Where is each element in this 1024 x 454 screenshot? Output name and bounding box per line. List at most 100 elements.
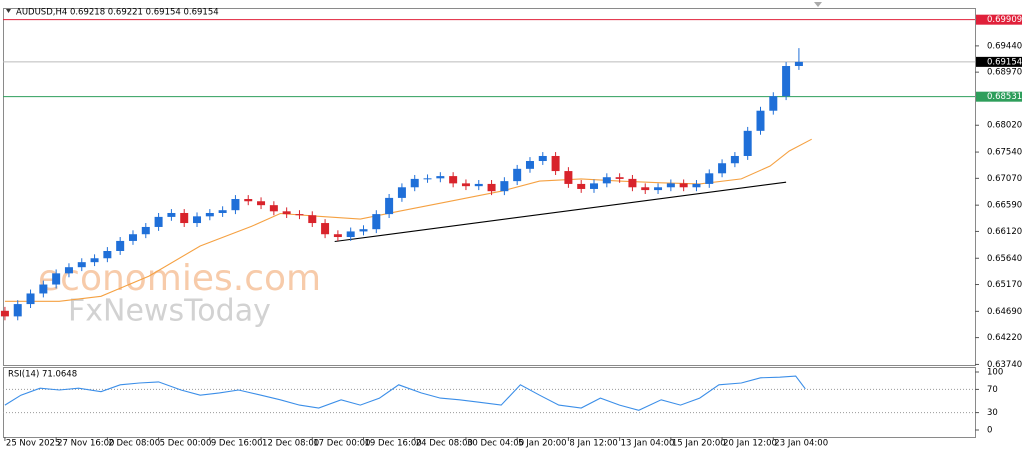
x-tick-label: 5 Jan 20:00 — [518, 439, 566, 449]
candle-body — [64, 267, 73, 274]
x-tick-label: 9 Dec 16:00 — [211, 439, 263, 449]
x-tick-label: 5 Dec 00:00 — [160, 439, 212, 449]
candle-body — [333, 234, 342, 238]
candle-body — [692, 183, 701, 188]
y-tick-label: 0.66120 — [987, 227, 1022, 237]
price-level-tag — [976, 14, 1022, 25]
rsi-title: RSI(14) 71.0648 — [8, 370, 77, 380]
candle-body — [782, 66, 791, 97]
candle-body — [769, 96, 778, 111]
candle-body — [26, 293, 35, 305]
candle-body — [39, 284, 48, 294]
candle-body — [346, 231, 355, 238]
y-tick-label: 0.63740 — [987, 360, 1022, 370]
candle-body — [0, 310, 9, 317]
x-tick-label: 19 Dec 16:00 — [364, 439, 421, 449]
candle-body — [103, 250, 112, 259]
candle-body — [90, 258, 99, 263]
candle-body — [372, 214, 381, 230]
candle-body — [794, 61, 803, 67]
y-tick-label: 0.68020 — [987, 121, 1022, 131]
candle-body — [564, 171, 573, 184]
candle-body — [718, 163, 727, 174]
rsi-panel-frame — [3, 367, 976, 438]
price-level-label: 0.68531 — [987, 92, 1022, 102]
candle-body — [116, 240, 125, 251]
x-tick-label: 8 Jan 12:00 — [569, 439, 617, 449]
candle-body — [193, 216, 202, 224]
candle-body — [385, 197, 394, 215]
candle-body — [231, 199, 240, 211]
y-tick-label: 0.65170 — [987, 280, 1022, 290]
y-tick-label: 70 — [987, 385, 998, 395]
candle-body — [410, 178, 419, 188]
candle-body — [436, 176, 445, 179]
candle-body — [641, 187, 650, 191]
x-tick-label: 25 Nov 2025 — [6, 439, 60, 449]
candle-body — [525, 161, 534, 169]
candle-body — [577, 183, 586, 189]
menu-arrow[interactable] — [6, 9, 11, 13]
candle-body — [654, 187, 663, 191]
moving-average — [4, 138, 812, 302]
x-tick-label: 15 Jan 20:00 — [672, 439, 726, 449]
y-tick-label: 0.67540 — [987, 148, 1022, 158]
candle-body — [449, 176, 458, 184]
candle-body — [269, 205, 278, 212]
candle-body — [167, 212, 176, 217]
candle-body — [295, 214, 304, 216]
y-tick-label: 0.64220 — [987, 333, 1022, 343]
candle-body — [500, 181, 509, 192]
candle-body — [615, 177, 624, 179]
candle-body — [679, 183, 688, 188]
candle-body — [756, 110, 765, 131]
trendline — [334, 181, 787, 243]
x-tick-label: 2 Dec 08:00 — [108, 439, 160, 449]
x-tick-label: 17 Dec 00:00 — [313, 439, 370, 449]
y-tick-label: 0.65640 — [987, 254, 1022, 264]
candle-body — [397, 187, 406, 198]
candle-body — [705, 173, 714, 184]
candle-body — [128, 234, 137, 241]
candle-body — [205, 212, 214, 217]
chart-title: AUDUSD,H4 0.69218 0.69221 0.69154 0.6915… — [16, 8, 219, 18]
y-tick-label: 0.69440 — [987, 41, 1022, 51]
price-level-label: 0.69909 — [987, 15, 1022, 25]
x-tick-label: 30 Dec 04:00 — [467, 439, 524, 449]
rsi-line — [4, 375, 806, 411]
candle-body — [13, 304, 22, 317]
y-tick-label: 0.67070 — [987, 174, 1022, 184]
candle-body — [602, 177, 611, 184]
candle-body — [257, 201, 266, 206]
candle-body — [461, 183, 470, 187]
candle-body — [487, 183, 496, 192]
candle-body — [154, 216, 163, 227]
candle-body — [474, 183, 483, 187]
candle-body — [308, 215, 317, 224]
candle-body — [628, 178, 637, 188]
candle-body — [321, 223, 330, 235]
candle-body — [538, 155, 547, 162]
y-tick-label: 0.66590 — [987, 201, 1022, 211]
x-tick-label: 24 Dec 08:00 — [416, 439, 473, 449]
y-tick-label: 0.64690 — [987, 307, 1022, 317]
y-tick-label: 30 — [987, 408, 998, 418]
x-tick-label: 12 Dec 08:00 — [262, 439, 319, 449]
candle-body — [141, 226, 150, 235]
price-level-label: 0.69154 — [987, 57, 1022, 67]
x-tick-label: 13 Jan 04:00 — [621, 439, 675, 449]
x-tick-label: 23 Jan 04:00 — [774, 439, 828, 449]
candle-body — [513, 168, 522, 182]
candle-body — [423, 178, 432, 180]
candle-body — [666, 183, 675, 188]
price-level-tag — [976, 56, 1022, 67]
price-panel-frame — [3, 8, 976, 366]
candle-body — [282, 211, 291, 215]
y-tick-label: 100 — [987, 368, 1003, 378]
candle-body — [730, 155, 739, 164]
x-tick-label: 27 Nov 16:00 — [57, 439, 114, 449]
candle-body — [52, 273, 61, 285]
candle-body — [180, 212, 189, 224]
